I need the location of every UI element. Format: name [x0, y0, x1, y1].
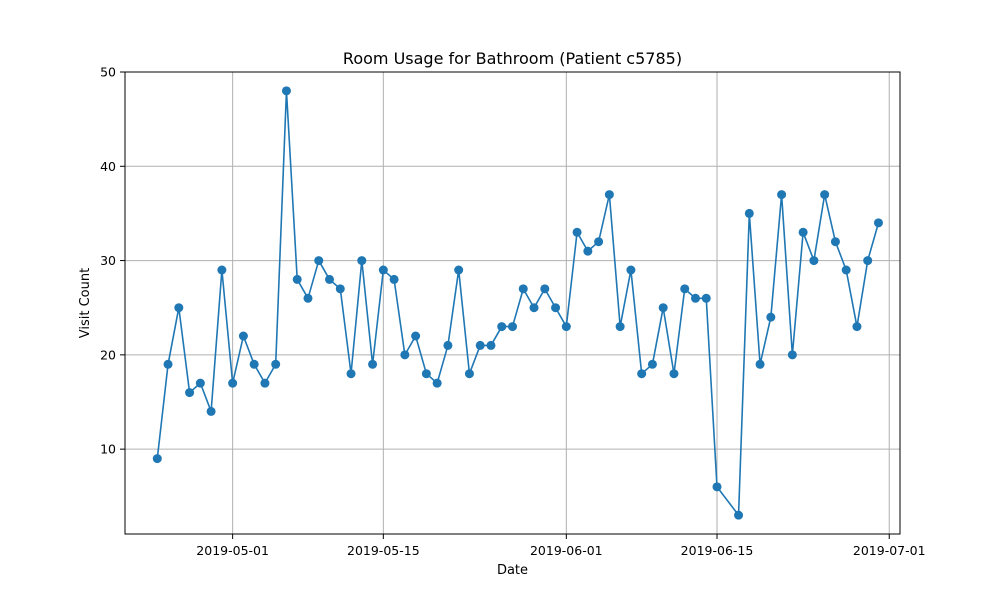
data-point [637, 369, 647, 379]
x-tick-label: 2019-05-01 [196, 543, 269, 558]
data-point [271, 359, 281, 369]
x-tick-label: 2019-06-15 [681, 543, 754, 558]
series-layer [152, 86, 883, 520]
data-point [411, 331, 421, 341]
data-point [777, 190, 787, 200]
data-point [830, 237, 840, 247]
data-point [400, 350, 410, 360]
data-point [228, 378, 238, 388]
data-point [174, 303, 184, 313]
y-axis-label: Visit Count [78, 268, 93, 338]
x-axis-label: Date [497, 563, 528, 578]
data-point [206, 406, 216, 416]
data-point [260, 378, 270, 388]
data-point [852, 322, 862, 332]
data-point [809, 256, 819, 266]
data-point [820, 190, 830, 200]
data-point [540, 284, 550, 294]
data-point [529, 303, 539, 313]
data-point [712, 482, 722, 492]
data-point [798, 227, 808, 237]
y-tick-label: 10 [100, 442, 116, 457]
data-point [475, 340, 485, 350]
data-point [594, 237, 604, 247]
data-point [195, 378, 205, 388]
data-point [873, 218, 883, 228]
data-point [551, 303, 561, 313]
data-point [658, 303, 668, 313]
data-point [518, 284, 528, 294]
data-point [755, 359, 765, 369]
data-point [152, 454, 162, 464]
data-point [454, 265, 464, 275]
data-point [626, 265, 636, 275]
y-tick-label: 30 [100, 253, 116, 268]
data-point [432, 378, 442, 388]
x-tick-label: 2019-06-01 [530, 543, 603, 558]
y-tick-label: 20 [100, 347, 116, 362]
data-point [669, 369, 679, 379]
data-point [217, 265, 227, 275]
data-point [292, 274, 302, 284]
data-point [508, 322, 517, 332]
data-point [378, 265, 388, 275]
data-point [357, 256, 367, 266]
plot-frame [124, 71, 901, 535]
chart-title: Room Usage for Bathroom (Patient c5785) [343, 49, 682, 68]
data-point [787, 350, 797, 360]
data-point [497, 322, 507, 332]
data-point [841, 265, 851, 275]
data-point [572, 227, 582, 237]
data-point [561, 322, 571, 332]
data-point [464, 369, 474, 379]
data-point [766, 312, 776, 322]
data-point [238, 331, 248, 341]
data-point [744, 208, 754, 218]
data-point [680, 284, 690, 294]
data-point [583, 246, 593, 256]
data-point [647, 359, 657, 369]
x-tick-label: 2019-05-15 [347, 543, 420, 558]
data-point [863, 256, 873, 266]
x-tick-label: 2019-07-01 [853, 543, 926, 558]
axis-ticks: 2019-05-01 2019-05-15 2019-06-01 2019-06-15… [100, 65, 925, 559]
data-point [335, 284, 345, 294]
data-point [314, 256, 324, 266]
data-point [615, 322, 625, 332]
data-point [303, 293, 313, 303]
data-point [604, 190, 614, 200]
data-point [281, 86, 291, 96]
y-tick-label: 40 [100, 159, 116, 174]
data-point [486, 340, 496, 350]
data-point [701, 293, 711, 303]
data-point [690, 293, 700, 303]
data-point [325, 274, 335, 284]
data-point [734, 510, 744, 520]
y-tick-label: 50 [100, 65, 116, 80]
data-point [443, 340, 453, 350]
data-point [421, 369, 431, 379]
data-point [163, 359, 173, 369]
data-point [389, 274, 399, 284]
data-point [346, 369, 356, 379]
data-point [185, 388, 195, 398]
data-point [368, 359, 378, 369]
data-point [249, 359, 259, 369]
